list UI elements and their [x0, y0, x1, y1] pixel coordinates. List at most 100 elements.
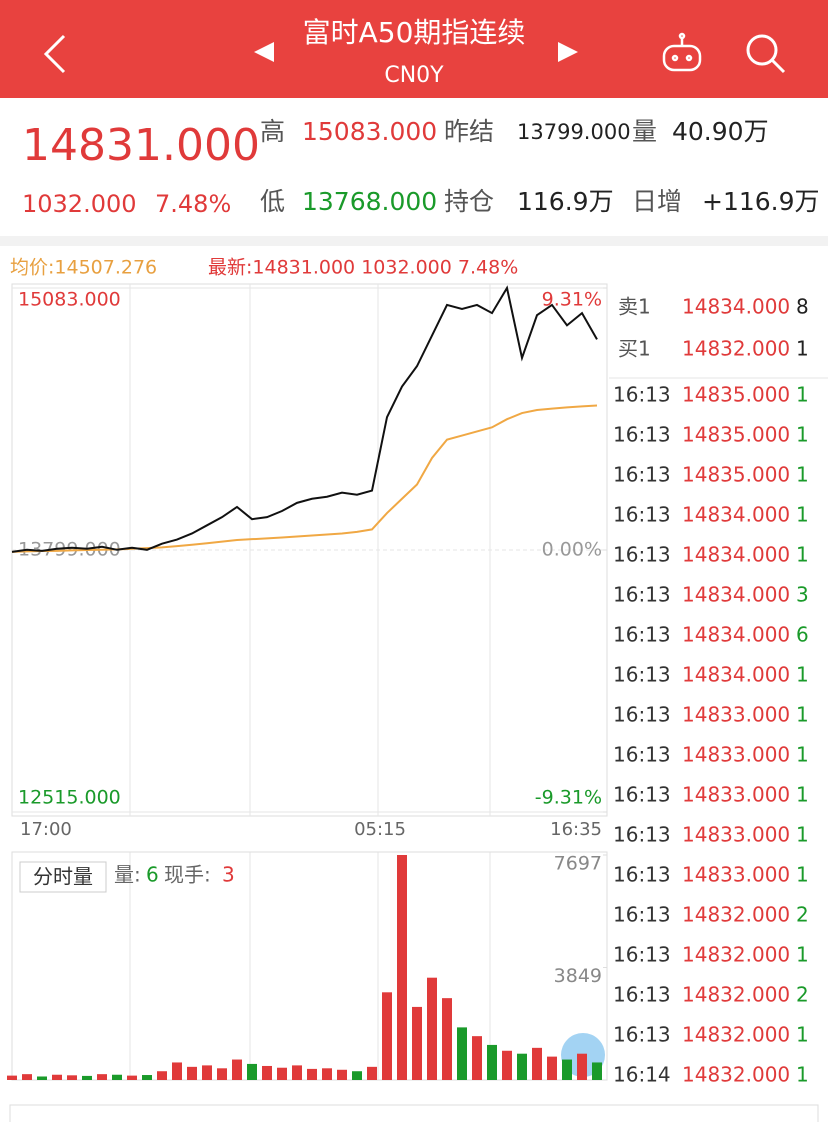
volume-bar — [217, 1068, 227, 1080]
trade-price: 14833.000 — [682, 743, 790, 767]
trade-time: 16:13 — [613, 823, 671, 847]
trade-time: 16:13 — [613, 1023, 671, 1047]
back-button[interactable] — [43, 34, 66, 74]
trade-qty: 3 — [796, 583, 809, 607]
volume-bar — [502, 1050, 512, 1080]
book-label: 买1 — [618, 337, 651, 361]
trade-time: 16:13 — [613, 383, 671, 407]
last-price: 14831.000 — [22, 120, 260, 171]
volume-bar — [232, 1059, 242, 1080]
volume-bar — [322, 1068, 332, 1080]
volume-bar — [112, 1074, 122, 1080]
volume-bar — [142, 1075, 152, 1080]
next-arrow[interactable] — [558, 42, 578, 62]
trade-price: 14832.000 — [682, 983, 790, 1007]
field-label: 昨结 — [444, 117, 494, 146]
x-label: 17:00 — [20, 819, 72, 840]
prev-arrow[interactable] — [254, 42, 274, 62]
trade-qty: 1 — [796, 1023, 809, 1047]
y2-tick-label: -9.31% — [535, 787, 602, 809]
volume-bar — [517, 1053, 527, 1080]
volume-bar — [172, 1062, 182, 1080]
y-tick-label: 15083.000 — [18, 289, 121, 311]
trade-price: 14832.000 — [682, 943, 790, 967]
trade-time: 16:13 — [613, 583, 671, 607]
field-label: 低 — [260, 187, 285, 216]
trade-qty: 1 — [796, 1063, 809, 1087]
volume-bar — [127, 1075, 137, 1080]
separator — [0, 236, 828, 246]
trade-time: 16:13 — [613, 423, 671, 447]
trade-time: 16:13 — [613, 783, 671, 807]
trade-price: 14835.000 — [682, 463, 790, 487]
stat-label: 量: — [114, 863, 141, 887]
volume-bar — [547, 1056, 557, 1080]
field-label: 日增 — [632, 187, 682, 216]
volume-bar — [187, 1066, 197, 1080]
volume-bar — [22, 1074, 32, 1080]
volume-title: 分时量 — [33, 865, 93, 889]
robot-icon[interactable] — [662, 32, 702, 72]
book-price: 14834.000 — [682, 295, 790, 319]
volume-bar — [277, 1067, 287, 1080]
trade-price: 14832.000 — [682, 903, 790, 927]
trade-qty: 2 — [796, 903, 809, 927]
trade-price: 14833.000 — [682, 823, 790, 847]
field-label: 持仓 — [444, 187, 494, 216]
search-icon[interactable] — [746, 34, 786, 74]
volume-bar — [472, 1036, 482, 1080]
time-grid — [129, 284, 491, 1080]
trade-qty: 1 — [796, 863, 809, 887]
trade-qty: 1 — [796, 503, 809, 527]
subtitle: CN0Y — [384, 63, 444, 88]
trade-price: 14834.000 — [682, 663, 790, 687]
volume-bar — [97, 1074, 107, 1080]
trade-qty: 1 — [796, 543, 809, 567]
trade-time: 16:13 — [613, 623, 671, 647]
trade-qty: 1 — [796, 783, 809, 807]
trade-qty: 1 — [796, 823, 809, 847]
y-tick-label: 3849 — [554, 965, 602, 987]
trade-time: 16:13 — [613, 463, 671, 487]
trade-qty: 1 — [796, 703, 809, 727]
volume-tab[interactable] — [19, 861, 107, 893]
trade-qty: 1 — [796, 943, 809, 967]
trade-time: 16:13 — [613, 903, 671, 927]
volume-bar — [202, 1065, 212, 1080]
field-value: 116.9万 — [517, 187, 614, 216]
volume-bar — [262, 1065, 272, 1080]
volume-bar — [412, 1006, 422, 1080]
trade-time: 16:13 — [613, 703, 671, 727]
book-label: 卖1 — [618, 295, 651, 319]
trade-time: 16:13 — [613, 983, 671, 1007]
trade-price: 14832.000 — [682, 1023, 790, 1047]
trade-price: 14833.000 — [682, 703, 790, 727]
field-value: 40.90万 — [672, 117, 769, 146]
field-label: 高 — [260, 117, 285, 146]
volume-bar — [562, 1059, 572, 1080]
stat-value: 6 — [146, 863, 159, 887]
volume-bar — [442, 998, 452, 1080]
trade-time: 16:14 — [613, 1063, 671, 1087]
x-label: 16:35 — [550, 819, 602, 840]
volume-bar — [157, 1071, 167, 1080]
price-line — [11, 285, 598, 553]
volume-bar — [367, 1066, 377, 1080]
title: 富时A50期指连续 — [303, 16, 526, 49]
field-value: 13799.000 — [517, 120, 631, 144]
volume-bar — [7, 1075, 17, 1080]
y-tick-label: 12515.000 — [18, 787, 121, 809]
book-price: 14832.000 — [682, 337, 790, 361]
trade-qty: 1 — [796, 743, 809, 767]
volume-bar — [382, 992, 392, 1080]
book-qty: 1 — [796, 337, 809, 361]
field-value: +116.9万 — [702, 187, 820, 216]
volume-bar — [487, 1044, 497, 1080]
volume-bar — [427, 977, 437, 1080]
trade-qty: 1 — [796, 423, 809, 447]
trade-qty: 1 — [796, 663, 809, 687]
trade-qty: 1 — [796, 383, 809, 407]
volume-bar — [247, 1063, 257, 1080]
volume-bar — [577, 1053, 587, 1080]
